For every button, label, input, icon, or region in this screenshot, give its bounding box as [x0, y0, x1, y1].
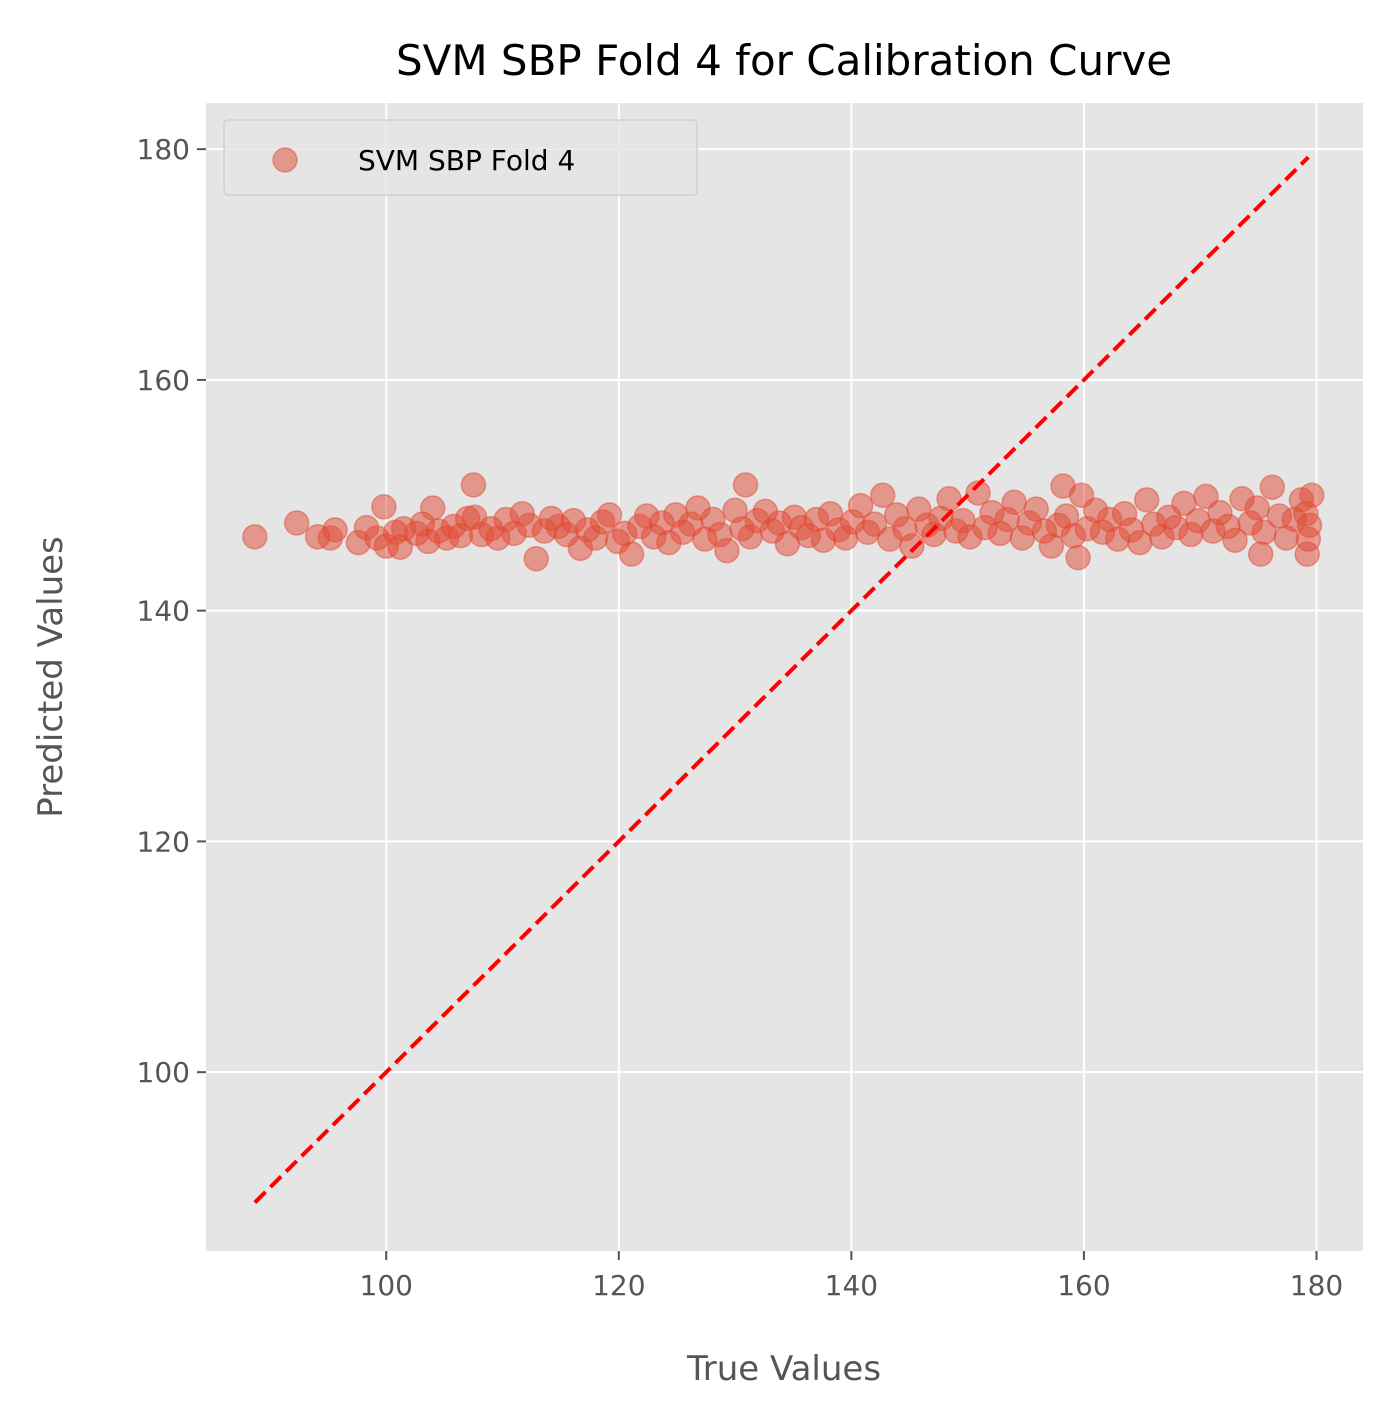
legend-label: SVM SBP Fold 4: [358, 144, 575, 177]
data-point: [1259, 474, 1286, 500]
legend-marker: [272, 147, 298, 173]
data-point: [1023, 496, 1049, 522]
legend-box: [223, 119, 698, 196]
data-point: [523, 545, 549, 572]
data-point: [460, 472, 487, 498]
data-point: [847, 492, 874, 519]
data-point: [419, 495, 446, 521]
data-point: [1001, 489, 1027, 515]
x-tick-label: 100: [360, 1269, 413, 1302]
y-axis-label: Predicted Values: [31, 536, 71, 818]
data-point: [861, 511, 888, 537]
data-point: [714, 537, 740, 564]
x-tick-label: 160: [1057, 1269, 1110, 1302]
data-point: [1065, 544, 1091, 571]
data-point: [870, 482, 896, 509]
data-point: [965, 480, 991, 506]
y-tick-label: 100: [137, 1056, 190, 1089]
data-point: [283, 510, 310, 536]
data-point: [1244, 495, 1270, 521]
data-point: [1247, 541, 1274, 567]
data-point: [1293, 500, 1319, 527]
data-point: [1193, 483, 1219, 510]
data-point: [596, 502, 623, 528]
x-tick-label: 120: [592, 1269, 645, 1302]
y-tick-label: 140: [137, 595, 190, 628]
x-axis-label: True Values: [686, 1349, 881, 1389]
y-tick-label: 160: [137, 364, 190, 397]
y-tick-label: 120: [137, 825, 190, 858]
data-point: [1222, 527, 1248, 554]
chart-title: SVM SBP Fold 4 for Calibration Curve: [396, 36, 1172, 85]
data-point: [936, 485, 962, 512]
x-tick-label: 180: [1290, 1269, 1343, 1302]
grid: [206, 103, 1363, 1251]
reference-line: [253, 155, 1310, 1204]
data-point: [1133, 487, 1160, 513]
data-point: [387, 534, 413, 560]
data-point: [371, 494, 397, 520]
data-point: [618, 541, 645, 567]
x-tick-label: 140: [825, 1269, 878, 1302]
legend: SVM SBP Fold 4: [223, 119, 698, 196]
data-point: [899, 533, 925, 559]
data-point: [317, 525, 344, 551]
scatter-points: [242, 472, 1325, 572]
data-point: [242, 524, 268, 550]
data-point: [732, 472, 759, 498]
axis-ticks: 100 120 140 160 180 100 120 140 160 180: [137, 133, 1344, 1302]
y-tick-label: 180: [137, 133, 190, 166]
